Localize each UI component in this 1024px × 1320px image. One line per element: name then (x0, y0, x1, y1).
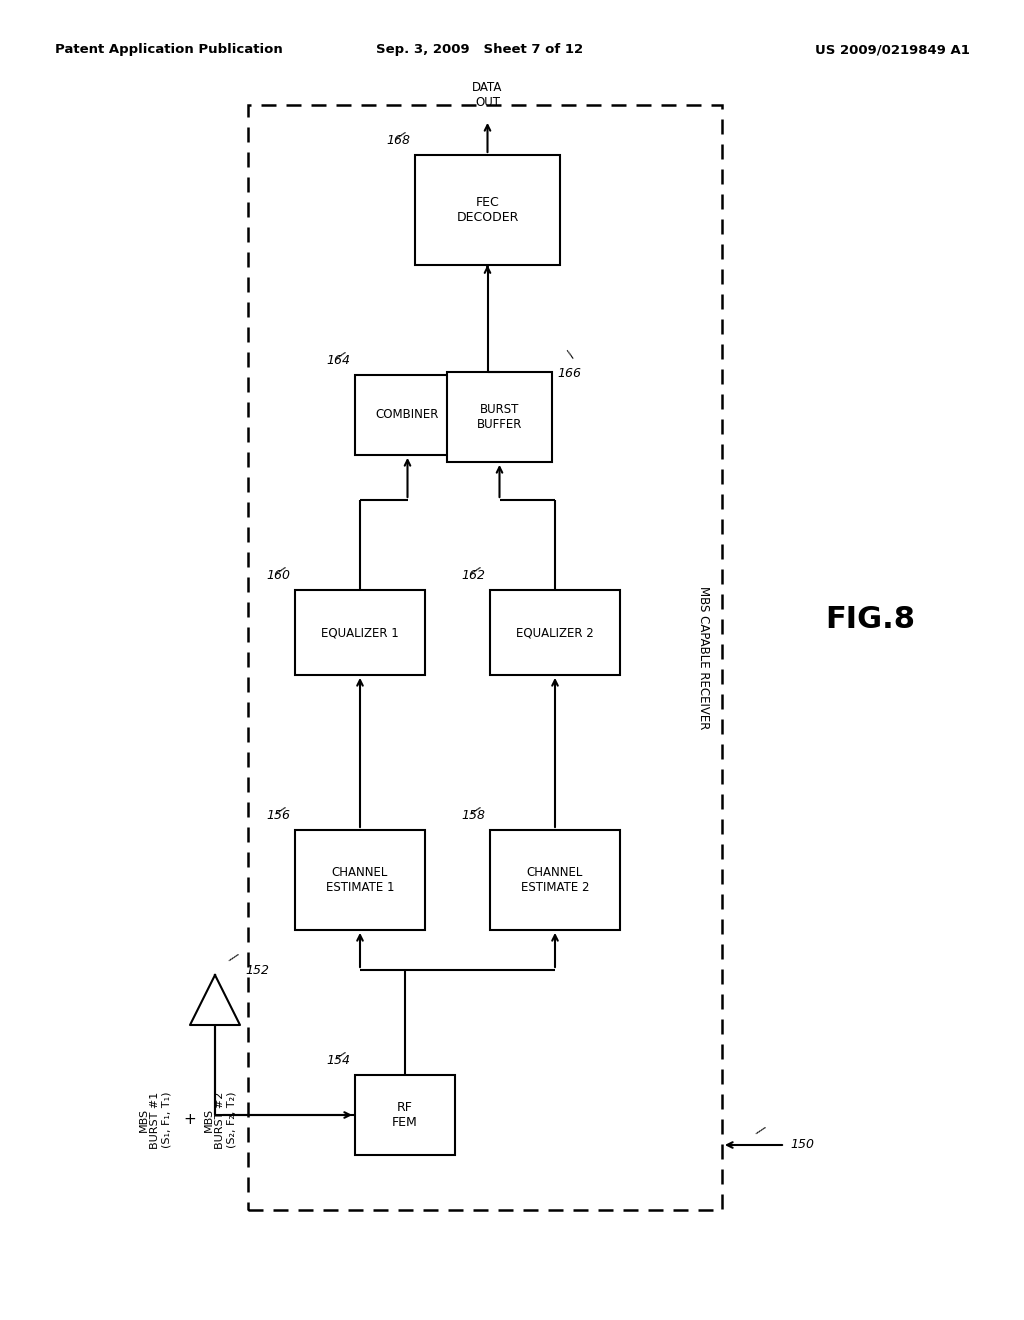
Text: 150: 150 (790, 1138, 814, 1151)
Text: 152: 152 (245, 964, 269, 977)
Text: \: \ (565, 347, 575, 360)
Text: RF
FEM: RF FEM (392, 1101, 418, 1129)
Text: DATA
OUT: DATA OUT (472, 81, 503, 110)
Text: FEC
DECODER: FEC DECODER (457, 195, 519, 224)
Bar (295, 830, 425, 931)
Text: FIG.8: FIG.8 (825, 606, 915, 635)
Text: CHANNEL
ESTIMATE 2: CHANNEL ESTIMATE 2 (521, 866, 589, 894)
Text: /: / (470, 564, 480, 577)
Text: Patent Application Publication: Patent Application Publication (55, 44, 283, 57)
Text: /: / (335, 348, 345, 362)
Text: MBS
BURST #2
(S₂, F₂, T₂): MBS BURST #2 (S₂, F₂, T₂) (204, 1092, 237, 1148)
Text: EQUALIZER 1: EQUALIZER 1 (322, 626, 399, 639)
Text: 162: 162 (461, 569, 485, 582)
Text: 160: 160 (266, 569, 290, 582)
Text: 168: 168 (386, 135, 410, 147)
Text: 158: 158 (461, 809, 485, 822)
Text: US 2009/0219849 A1: US 2009/0219849 A1 (815, 44, 970, 57)
Text: CHANNEL
ESTIMATE 1: CHANNEL ESTIMATE 1 (326, 866, 394, 894)
Bar (355, 375, 460, 455)
Text: MBS
BURST #1
(S₁, F₁, T₁): MBS BURST #1 (S₁, F₁, T₁) (138, 1092, 172, 1148)
Bar (248, 106, 722, 1210)
Text: /: / (274, 804, 285, 817)
Text: 156: 156 (266, 809, 290, 822)
Text: 164: 164 (326, 354, 350, 367)
Text: /: / (395, 128, 406, 141)
Text: Sep. 3, 2009   Sheet 7 of 12: Sep. 3, 2009 Sheet 7 of 12 (377, 44, 584, 57)
Bar (295, 590, 425, 675)
Text: 154: 154 (326, 1053, 350, 1067)
Text: BURST
BUFFER: BURST BUFFER (477, 403, 522, 432)
Text: /: / (755, 1123, 765, 1137)
Bar (490, 830, 620, 931)
Text: MBS CAPABLE RECEIVER: MBS CAPABLE RECEIVER (697, 586, 711, 729)
Text: EQUALIZER 2: EQUALIZER 2 (516, 626, 594, 639)
Text: /: / (335, 1048, 345, 1061)
Text: +: + (183, 1113, 197, 1127)
Text: /: / (470, 804, 480, 817)
Bar (447, 372, 552, 462)
Bar (415, 154, 560, 265)
Text: COMBINER: COMBINER (376, 408, 439, 421)
Text: 166: 166 (557, 367, 581, 380)
Text: /: / (274, 564, 285, 577)
Text: /: / (228, 950, 239, 964)
Bar (490, 590, 620, 675)
Bar (355, 1074, 455, 1155)
